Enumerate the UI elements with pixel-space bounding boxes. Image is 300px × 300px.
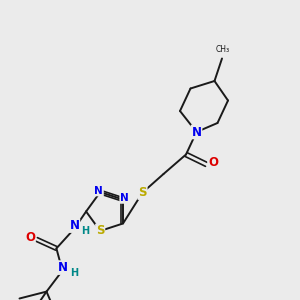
Text: CH₃: CH₃ — [215, 45, 230, 54]
Text: N: N — [57, 261, 68, 274]
Text: O: O — [25, 231, 35, 244]
Text: H: H — [70, 268, 78, 278]
Text: H: H — [81, 226, 89, 236]
Text: O: O — [208, 156, 218, 170]
Text: N: N — [191, 125, 202, 139]
Text: S: S — [138, 186, 147, 199]
Text: N: N — [94, 186, 103, 196]
Text: S: S — [96, 224, 104, 237]
Text: N: N — [120, 193, 129, 203]
Text: N: N — [69, 219, 80, 232]
